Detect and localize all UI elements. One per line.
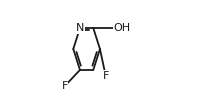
- Text: N: N: [76, 23, 84, 33]
- Text: F: F: [62, 81, 68, 91]
- Text: OH: OH: [113, 23, 130, 33]
- Text: F: F: [103, 71, 109, 81]
